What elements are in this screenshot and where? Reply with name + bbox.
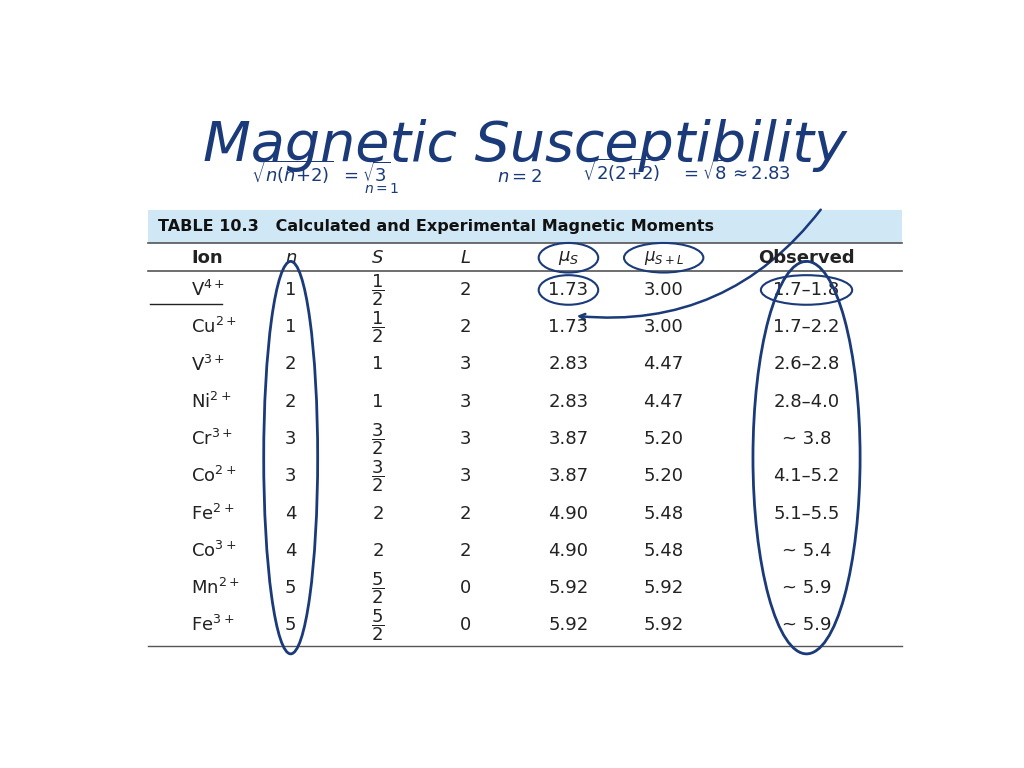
Text: 5.92: 5.92 bbox=[548, 616, 589, 634]
Text: $\mathrm{Cr}^{3+}$: $\mathrm{Cr}^{3+}$ bbox=[191, 429, 233, 449]
Text: $\mathrm{Mn}^{2+}$: $\mathrm{Mn}^{2+}$ bbox=[191, 578, 241, 598]
Text: TABLE 10.3   Calculated and Experimental Magnetic Moments: TABLE 10.3 Calculated and Experimental M… bbox=[158, 219, 714, 234]
Text: ~ 5.4: ~ 5.4 bbox=[781, 541, 831, 560]
Text: $\dfrac{3}{2}$: $\dfrac{3}{2}$ bbox=[372, 421, 385, 457]
Text: $\sqrt{n(n{+}2)}$: $\sqrt{n(n{+}2)}$ bbox=[251, 159, 333, 186]
Text: 5.48: 5.48 bbox=[644, 505, 684, 522]
Text: ~ 3.8: ~ 3.8 bbox=[782, 430, 831, 448]
Text: 0: 0 bbox=[460, 579, 471, 597]
Text: 0: 0 bbox=[460, 616, 471, 634]
Text: 2: 2 bbox=[460, 541, 471, 560]
Text: 4: 4 bbox=[285, 505, 296, 522]
Text: 5.92: 5.92 bbox=[643, 579, 684, 597]
Text: $\sqrt{2(2{+}2)}$: $\sqrt{2(2{+}2)}$ bbox=[582, 157, 665, 184]
Text: $\mathrm{Fe}^{2+}$: $\mathrm{Fe}^{2+}$ bbox=[191, 504, 234, 524]
Text: 5: 5 bbox=[285, 616, 296, 634]
Text: Observed: Observed bbox=[758, 249, 855, 266]
Text: $\mathrm{Co}^{3+}$: $\mathrm{Co}^{3+}$ bbox=[191, 541, 237, 561]
Text: 5.1–5.5: 5.1–5.5 bbox=[773, 505, 840, 522]
Text: $\mathrm{V}^{4+}$: $\mathrm{V}^{4+}$ bbox=[191, 280, 225, 300]
Text: 5.92: 5.92 bbox=[643, 616, 684, 634]
Text: $\dfrac{1}{2}$: $\dfrac{1}{2}$ bbox=[372, 272, 385, 308]
Text: S: S bbox=[373, 249, 384, 266]
Text: $= \sqrt{8} \approx 2.83$: $= \sqrt{8} \approx 2.83$ bbox=[680, 160, 791, 184]
Text: $n{=}1$: $n{=}1$ bbox=[365, 182, 400, 197]
Text: 5.48: 5.48 bbox=[644, 541, 684, 560]
Text: 4.47: 4.47 bbox=[643, 356, 684, 373]
Text: 2.8–4.0: 2.8–4.0 bbox=[773, 392, 840, 411]
Text: $\dfrac{5}{2}$: $\dfrac{5}{2}$ bbox=[372, 570, 385, 606]
Text: 2.83: 2.83 bbox=[549, 356, 589, 373]
Text: 3: 3 bbox=[460, 467, 471, 485]
Text: 1.73: 1.73 bbox=[549, 318, 589, 336]
Text: 5.20: 5.20 bbox=[644, 467, 684, 485]
Text: 2: 2 bbox=[460, 281, 471, 299]
Text: 3: 3 bbox=[460, 392, 471, 411]
Text: 3.87: 3.87 bbox=[549, 430, 589, 448]
Text: L: L bbox=[460, 249, 470, 266]
Text: 1: 1 bbox=[373, 392, 384, 411]
Text: $\mu_{S+L}$: $\mu_{S+L}$ bbox=[643, 249, 684, 266]
Text: 5.92: 5.92 bbox=[548, 579, 589, 597]
Text: $= \sqrt{3}$: $= \sqrt{3}$ bbox=[340, 162, 390, 186]
Text: ~ 5.9: ~ 5.9 bbox=[781, 579, 831, 597]
Text: $\mathrm{Co}^{2+}$: $\mathrm{Co}^{2+}$ bbox=[191, 466, 237, 486]
Text: ~ 5.9: ~ 5.9 bbox=[781, 616, 831, 634]
Text: 2.83: 2.83 bbox=[549, 392, 589, 411]
Text: 3.00: 3.00 bbox=[644, 318, 684, 336]
Text: 1.7–2.2: 1.7–2.2 bbox=[773, 318, 840, 336]
Text: 5: 5 bbox=[285, 579, 296, 597]
Text: 2: 2 bbox=[460, 505, 471, 522]
Text: 3: 3 bbox=[460, 356, 471, 373]
Text: $\mathrm{Cu}^{2+}$: $\mathrm{Cu}^{2+}$ bbox=[191, 317, 238, 337]
Text: 3.87: 3.87 bbox=[549, 467, 589, 485]
Text: $\dfrac{3}{2}$: $\dfrac{3}{2}$ bbox=[372, 458, 385, 494]
Text: $\mu_S$: $\mu_S$ bbox=[558, 249, 580, 266]
Text: $\mathrm{V}^{3+}$: $\mathrm{V}^{3+}$ bbox=[191, 354, 225, 375]
Text: 5.20: 5.20 bbox=[644, 430, 684, 448]
Text: 2: 2 bbox=[373, 541, 384, 560]
Text: $\mathrm{Ni}^{2+}$: $\mathrm{Ni}^{2+}$ bbox=[191, 392, 231, 412]
Text: 4.47: 4.47 bbox=[643, 392, 684, 411]
Text: $\dfrac{5}{2}$: $\dfrac{5}{2}$ bbox=[372, 607, 385, 643]
Text: 2: 2 bbox=[373, 505, 384, 522]
Text: 2: 2 bbox=[285, 392, 296, 411]
Text: 1: 1 bbox=[373, 356, 384, 373]
Text: 3: 3 bbox=[285, 467, 296, 485]
Text: 3: 3 bbox=[285, 430, 296, 448]
Text: Magnetic Susceptibility: Magnetic Susceptibility bbox=[203, 119, 847, 172]
Text: 4.90: 4.90 bbox=[549, 541, 589, 560]
Text: n: n bbox=[285, 249, 296, 266]
Text: 4.90: 4.90 bbox=[549, 505, 589, 522]
Text: $\mathrm{Fe}^{3+}$: $\mathrm{Fe}^{3+}$ bbox=[191, 615, 234, 635]
Text: 2.6–2.8: 2.6–2.8 bbox=[773, 356, 840, 373]
Text: 3: 3 bbox=[460, 430, 471, 448]
Text: $n{=}2$: $n{=}2$ bbox=[497, 168, 543, 186]
Text: 1.73: 1.73 bbox=[549, 281, 589, 299]
Text: 4.1–5.2: 4.1–5.2 bbox=[773, 467, 840, 485]
Text: 1.7–1.8: 1.7–1.8 bbox=[773, 281, 840, 299]
Text: $\dfrac{1}{2}$: $\dfrac{1}{2}$ bbox=[372, 310, 385, 345]
FancyBboxPatch shape bbox=[147, 210, 902, 243]
Text: 2: 2 bbox=[285, 356, 296, 373]
Text: 4: 4 bbox=[285, 541, 296, 560]
Text: Ion: Ion bbox=[191, 249, 223, 266]
Text: 2: 2 bbox=[460, 318, 471, 336]
Text: 3.00: 3.00 bbox=[644, 281, 684, 299]
Text: 1: 1 bbox=[285, 318, 296, 336]
Text: 1: 1 bbox=[285, 281, 296, 299]
